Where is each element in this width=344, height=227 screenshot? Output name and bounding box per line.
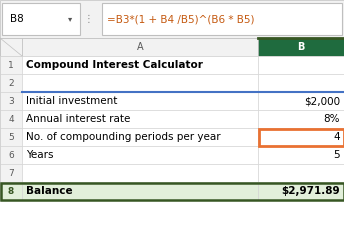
Bar: [258, 182, 344, 200]
Text: 5: 5: [8, 133, 14, 141]
Text: A: A: [137, 42, 143, 52]
Bar: [22, 56, 258, 74]
Bar: [102, 3, 342, 35]
Bar: [0, 0, 344, 38]
Bar: [0, 182, 22, 200]
Text: 7: 7: [8, 168, 14, 178]
Bar: [0, 38, 344, 200]
Text: B: B: [297, 42, 305, 52]
Text: 8%: 8%: [323, 114, 340, 124]
Text: B8: B8: [10, 14, 24, 24]
Bar: [0, 74, 22, 92]
Bar: [22, 128, 258, 146]
Text: Initial investment: Initial investment: [26, 96, 117, 106]
Bar: [0, 92, 22, 110]
Text: No. of compounding periods per year: No. of compounding periods per year: [26, 132, 221, 142]
Text: $2,971.89: $2,971.89: [281, 186, 340, 196]
Bar: [258, 128, 344, 146]
Text: 2: 2: [8, 79, 14, 87]
Bar: [0, 164, 22, 182]
Bar: [0, 183, 344, 200]
Bar: [0, 38, 22, 56]
Bar: [0, 110, 22, 128]
Bar: [258, 146, 344, 164]
Bar: [22, 182, 258, 200]
Text: Annual interest rate: Annual interest rate: [26, 114, 130, 124]
Bar: [258, 92, 344, 110]
Text: 5: 5: [333, 150, 340, 160]
Bar: [0, 128, 22, 146]
Text: ⋮: ⋮: [83, 14, 93, 24]
Bar: [258, 110, 344, 128]
Text: 1: 1: [8, 61, 14, 69]
Bar: [258, 74, 344, 92]
Bar: [0, 146, 22, 164]
Text: =B3*(1 + B4 /B5)^(B6 * B5): =B3*(1 + B4 /B5)^(B6 * B5): [107, 14, 255, 24]
Bar: [258, 38, 344, 56]
Bar: [22, 38, 258, 56]
Text: 3: 3: [8, 96, 14, 106]
Bar: [22, 92, 258, 110]
Text: Balance: Balance: [26, 186, 73, 196]
Bar: [22, 74, 258, 92]
Bar: [258, 128, 344, 146]
Text: Compound Interest Calculator: Compound Interest Calculator: [26, 60, 203, 70]
Bar: [2, 3, 80, 35]
Bar: [22, 146, 258, 164]
Bar: [0, 56, 22, 74]
Bar: [22, 110, 258, 128]
Text: $2,000: $2,000: [304, 96, 340, 106]
Text: 8: 8: [8, 187, 14, 195]
Text: ▾: ▾: [68, 15, 72, 24]
Text: Years: Years: [26, 150, 54, 160]
Text: 6: 6: [8, 151, 14, 160]
Bar: [258, 56, 344, 74]
Text: 4: 4: [333, 132, 340, 142]
Bar: [22, 164, 258, 182]
Bar: [258, 164, 344, 182]
Text: 4: 4: [8, 114, 14, 123]
